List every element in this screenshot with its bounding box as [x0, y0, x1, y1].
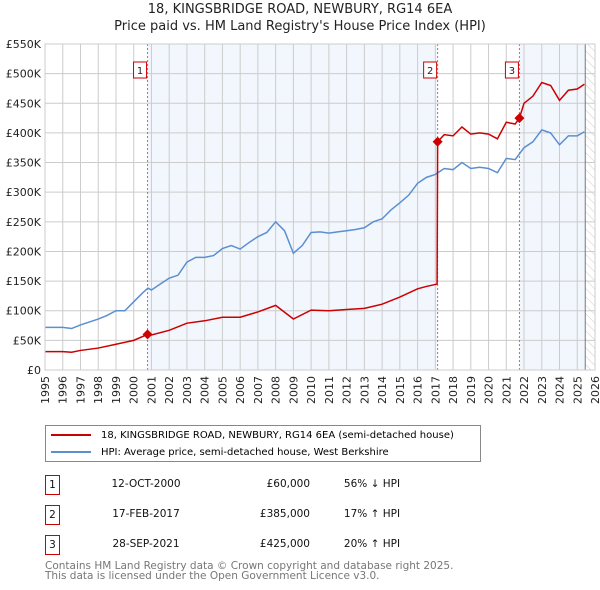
- x-tick-label: 2024: [554, 376, 567, 404]
- x-tick-label: 2012: [341, 376, 354, 404]
- x-tick-label: 1997: [74, 376, 87, 404]
- sale-price: £425,000: [259, 538, 310, 550]
- sale-price: £60,000: [266, 478, 310, 490]
- x-tick-label: 1999: [110, 376, 123, 404]
- sale-label: 2: [427, 66, 433, 77]
- x-tick-label: 2014: [376, 376, 389, 404]
- chart-title: 18, KINGSBRIDGE ROAD, NEWBURY, RG14 6EA: [147, 2, 453, 17]
- x-tick-label: 2011: [323, 376, 336, 404]
- x-tick-label: 2013: [358, 376, 371, 404]
- legend-label: 18, KINGSBRIDGE ROAD, NEWBURY, RG14 6EA …: [101, 429, 454, 441]
- x-tick-label: 1998: [92, 376, 105, 404]
- x-tick-label: 2002: [163, 376, 176, 404]
- sale-point: [432, 136, 443, 147]
- sale-date: 17-FEB-2017: [112, 508, 180, 520]
- sale-price: £385,000: [259, 508, 310, 520]
- hpi-line: [45, 129, 585, 330]
- x-tick-label: 2000: [128, 376, 141, 404]
- y-tick-label: £500K: [6, 68, 42, 81]
- x-tick-label: 2005: [216, 376, 229, 404]
- x-tick-label: 2016: [412, 376, 425, 404]
- sale-hpi-diff: 17% ↑ HPI: [343, 508, 401, 520]
- y-tick-label: £400K: [6, 127, 42, 140]
- sale-label-box: [133, 61, 148, 79]
- sale-hpi-diff: 20% ↑ HPI: [343, 538, 401, 550]
- y-tick-label: £150K: [6, 275, 42, 288]
- footer-line: This data is licensed under the Open Gov…: [45, 570, 380, 582]
- footer-line: Contains HM Land Registry data © Crown c…: [45, 560, 454, 572]
- x-tick-label: 2006: [234, 376, 247, 404]
- legend-label: HPI: Average price, semi-detached house,…: [101, 446, 389, 458]
- sale-label: 3: [509, 66, 515, 77]
- x-tick-label: 2007: [252, 376, 265, 404]
- x-tick-label: 2004: [199, 376, 212, 404]
- sale-date: 28-SEP-2021: [112, 538, 180, 550]
- y-tick-label: £250K: [6, 216, 42, 229]
- x-tick-label: 1995: [39, 376, 52, 404]
- legend-item-hpi: HPI: Average price, semi-detached house,…: [51, 445, 389, 459]
- y-tick-label: £350K: [6, 157, 42, 170]
- x-tick-label: 2021: [500, 376, 513, 404]
- y-tick-label: £100K: [6, 305, 42, 318]
- sale-label-box: [504, 61, 519, 79]
- x-tick-label: 2018: [447, 376, 460, 404]
- y-tick-label: £550K: [6, 38, 42, 51]
- sale-hpi-diff: 56% ↓ HPI: [343, 478, 401, 490]
- x-tick-label: 2022: [518, 376, 531, 404]
- sale-number: 3: [45, 535, 60, 555]
- sale-point: [142, 329, 153, 340]
- y-tick-label: £50K: [13, 334, 42, 347]
- sale-number: 2: [45, 505, 60, 525]
- y-tick-label: £0: [27, 364, 41, 377]
- sale-label-box: [423, 61, 438, 79]
- x-tick-label: 2026: [589, 376, 600, 404]
- future-hatch: [585, 44, 595, 370]
- y-tick-label: £450K: [6, 97, 42, 110]
- x-tick-label: 2010: [305, 376, 318, 404]
- x-tick-label: 2017: [429, 376, 442, 404]
- y-tick-label: £200K: [6, 245, 42, 258]
- sale-date: 12-OCT-2000: [111, 478, 181, 490]
- legend-swatch-red: [51, 434, 91, 436]
- x-tick-label: 2003: [181, 376, 194, 404]
- sale-point: [514, 113, 525, 124]
- chart-plot: £0 £50K £100K £150K £200K £250K £300K £350K £400…: [6, 38, 600, 404]
- footer: Contains HM Land Registry data © Crown c…: [45, 560, 454, 582]
- x-tick-label: 1996: [57, 376, 70, 404]
- x-tick-label: 2009: [287, 376, 300, 404]
- shaded-region: [147, 44, 438, 370]
- x-tick-label: 2008: [270, 376, 283, 404]
- x-tick-label: 2019: [465, 376, 478, 404]
- legend: 18, KINGSBRIDGE ROAD, NEWBURY, RG14 6EA …: [45, 425, 481, 462]
- plot-border: [44, 43, 596, 371]
- legend-item-price: 18, KINGSBRIDGE ROAD, NEWBURY, RG14 6EA …: [51, 428, 454, 442]
- x-tick-label: 2020: [483, 376, 496, 404]
- shaded-region: [519, 44, 586, 370]
- legend-swatch-blue: [51, 451, 91, 453]
- x-tick-label: 2023: [536, 376, 549, 404]
- chart-subtitle: Price paid vs. HM Land Registry's House …: [114, 19, 486, 34]
- sale-number: 1: [45, 475, 60, 495]
- sale-label: 1: [137, 66, 143, 77]
- x-tick-label: 2001: [145, 376, 158, 404]
- x-tick-label: 2025: [571, 376, 584, 404]
- x-tick-label: 2015: [394, 376, 407, 404]
- y-tick-label: £300K: [6, 186, 42, 199]
